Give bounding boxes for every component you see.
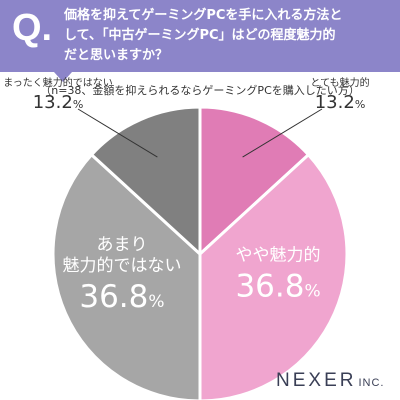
slice-value: 36.8% — [79, 279, 164, 315]
slice-value: 13.2% — [33, 92, 84, 113]
question-mark: Q. — [12, 7, 53, 49]
pie-slice — [89, 105, 202, 258]
slice-value: 13.2% — [315, 92, 366, 113]
brand-name: NEXER — [276, 370, 357, 391]
pie-slice — [51, 152, 202, 400]
slice-label: やや魅力的 — [236, 245, 321, 265]
leader-line — [77, 108, 158, 158]
question-banner: Q. 価格を抑えてゲーミングPCを手に入れる方法と して、「中古ゲーミングPC」… — [0, 0, 400, 72]
slice-label: まったく魅力的ではない — [3, 76, 113, 89]
question-line: 価格を抑えてゲーミングPCを手に入れる方法と — [64, 8, 343, 23]
brand-suffix: INC. — [358, 377, 385, 389]
slice-label: とても魅力的 — [310, 76, 369, 89]
sample-note: （n=38、金額を抑えられるならゲーミングPCを購入したい方） — [40, 84, 360, 97]
pie-slice — [198, 105, 311, 258]
slice-label: 魅力的ではない — [62, 256, 181, 276]
question-text: 価格を抑えてゲーミングPCを手に入れる方法と して、「中古ゲーミングPC」はどの… — [64, 6, 394, 66]
question-line: して、「中古ゲーミングPC」はどの程度魅力的 — [64, 28, 336, 43]
banner-pointer — [54, 72, 72, 82]
pie-slice — [198, 152, 349, 400]
brand-logo: NEXER INC. — [276, 370, 384, 394]
slice-label: あまり — [96, 235, 147, 255]
slice-value: 36.8% — [235, 268, 320, 304]
leader-line — [242, 108, 323, 158]
question-line: だと思いますか？ — [64, 48, 169, 63]
